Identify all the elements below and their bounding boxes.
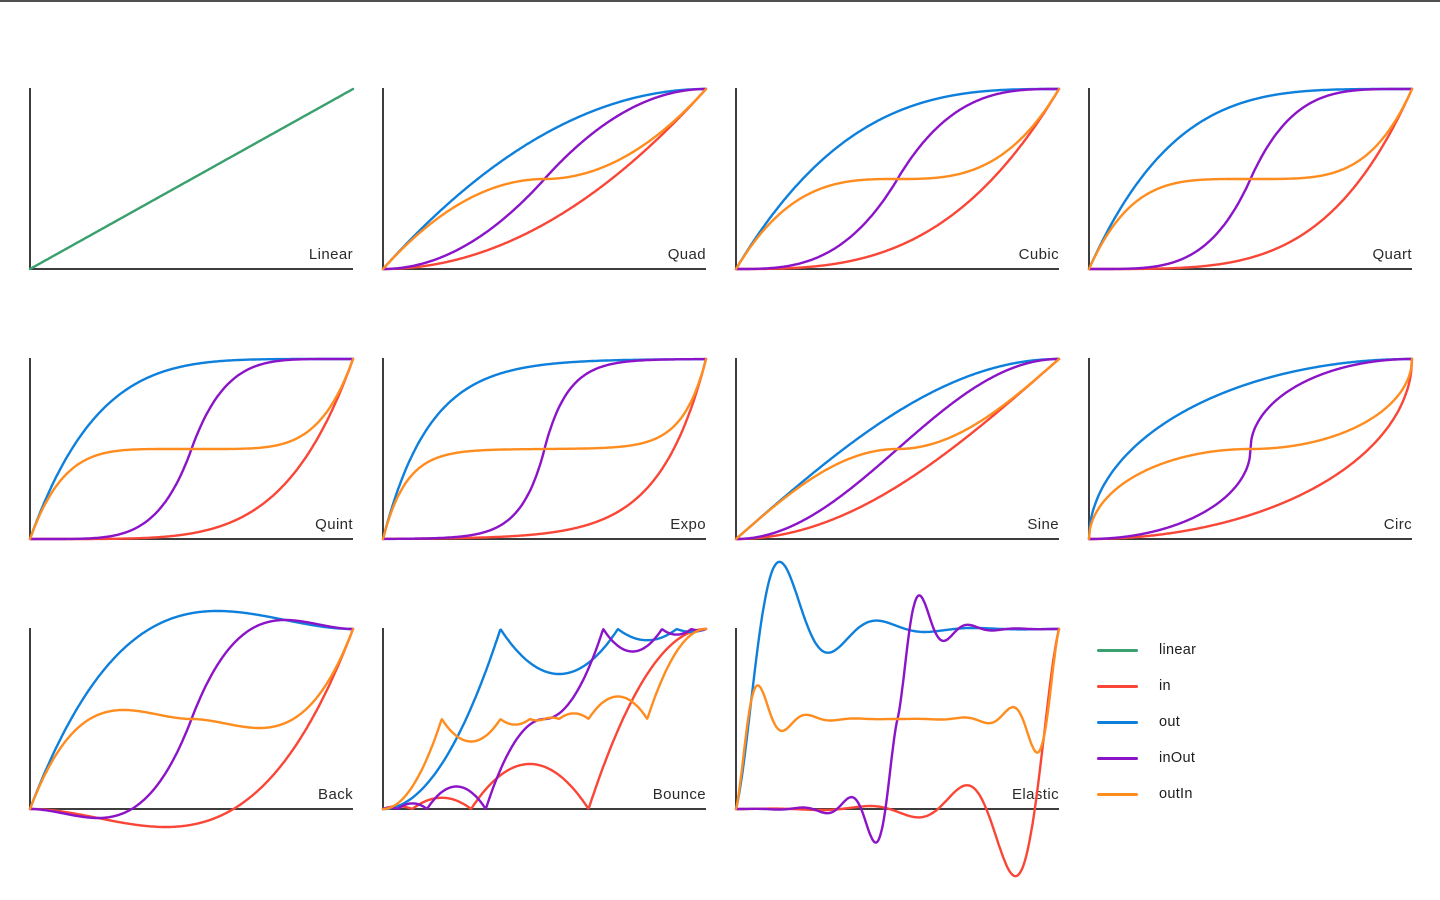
subplot-back: Back	[28, 609, 355, 829]
legend-line-swatch	[1097, 648, 1138, 652]
sine-outIn-curve	[734, 357, 1061, 541]
subplot-title: Quint	[315, 516, 353, 533]
subplot-title: Quad	[667, 246, 706, 263]
back-in-curve	[28, 627, 355, 829]
quad-out-curve	[381, 87, 708, 271]
subplot-linear-canvas	[28, 87, 355, 271]
legend-label: out	[1159, 714, 1181, 730]
quad-in-curve	[381, 87, 708, 271]
linear-linear-curve	[28, 87, 355, 271]
sine-in-curve	[734, 357, 1061, 541]
subplot-back-canvas	[28, 609, 355, 829]
legend-line-swatch	[1097, 684, 1138, 688]
bounce-outIn-curve	[381, 627, 708, 811]
legend-entry-outin: outIn	[1088, 776, 1196, 812]
subplot-quad-canvas	[381, 87, 708, 271]
subplot-bounce-canvas	[381, 627, 708, 811]
subplot-quad: Quad	[381, 87, 708, 271]
subplot-quint-canvas	[28, 357, 355, 541]
legend-entry-inout: inOut	[1088, 740, 1196, 776]
subplot-expo-canvas	[381, 357, 708, 541]
legend-entry-out: out	[1088, 704, 1196, 740]
elastic-out-curve	[734, 560, 1061, 811]
subplot-circ: Circ	[1087, 357, 1414, 541]
subplot-title: Elastic	[1012, 786, 1059, 803]
legend-entry-in: in	[1088, 668, 1196, 704]
circ-in-curve	[1087, 357, 1414, 541]
subplot-title: Linear	[308, 246, 353, 263]
cubic-outIn-curve	[734, 87, 1061, 271]
subplot-title: Bounce	[652, 786, 706, 803]
legend: linear in out inOut outIn	[1088, 628, 1196, 812]
subplot-title: Expo	[670, 516, 706, 533]
subplot-sine: Sine	[734, 357, 1061, 541]
legend-line-swatch	[1097, 720, 1138, 724]
cubic-in-curve	[734, 87, 1061, 271]
subplot-bounce: Bounce	[381, 627, 708, 811]
legend-label: linear	[1159, 642, 1197, 658]
subplot-quart: Quart	[1087, 87, 1414, 271]
subplot-expo: Expo	[381, 357, 708, 541]
cubic-out-curve	[734, 87, 1061, 271]
quad-outIn-curve	[381, 87, 708, 271]
elastic-in-curve	[734, 627, 1061, 878]
subplot-elastic-canvas	[734, 560, 1061, 878]
subplot-quint: Quint	[28, 357, 355, 541]
sine-out-curve	[734, 357, 1061, 541]
subplot-title: Quart	[1372, 246, 1412, 263]
subplot-linear: Linear	[28, 87, 355, 271]
subplot-title: Circ	[1383, 516, 1412, 533]
quint-outIn-curve	[28, 357, 355, 541]
subplot-circ-canvas	[1087, 357, 1414, 541]
elastic-outIn-curve	[734, 627, 1061, 811]
subplot-title: Cubic	[1018, 246, 1059, 263]
legend-label: in	[1159, 678, 1171, 694]
legend-entry-linear: linear	[1088, 632, 1196, 668]
subplot-elastic: Elastic	[734, 560, 1061, 878]
circ-out-curve	[1087, 357, 1414, 541]
back-out-curve	[28, 609, 355, 811]
subplot-cubic: Cubic	[734, 87, 1061, 271]
subplot-title: Back	[318, 786, 353, 803]
legend-label: outIn	[1159, 786, 1193, 802]
circ-outIn-curve	[1087, 357, 1414, 541]
subplot-quart-canvas	[1087, 87, 1414, 271]
legend-label: inOut	[1159, 750, 1196, 766]
legend-line-swatch	[1097, 756, 1138, 760]
legend-line-swatch	[1097, 792, 1138, 796]
back-outIn-curve	[28, 627, 355, 811]
window-top-border	[0, 0, 1440, 2]
subplot-cubic-canvas	[734, 87, 1061, 271]
subplot-title: Sine	[1027, 516, 1059, 533]
subplot-sine-canvas	[734, 357, 1061, 541]
expo-outIn-curve	[381, 357, 708, 541]
quart-outIn-curve	[1087, 87, 1414, 271]
